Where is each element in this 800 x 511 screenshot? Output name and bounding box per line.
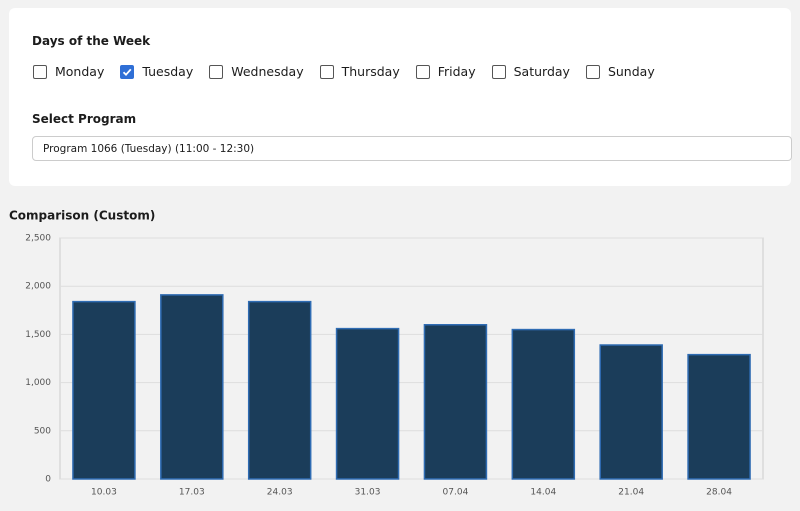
- x-tick-label: 07.04: [443, 488, 469, 498]
- y-tick-label: 1,500: [25, 330, 51, 340]
- day-label: Monday: [55, 64, 105, 79]
- day-label: Wednesday: [231, 64, 304, 79]
- day-option[interactable]: Tuesday: [120, 64, 193, 79]
- y-tick-label: 1,000: [25, 378, 51, 388]
- x-tick-label: 10.03: [91, 488, 117, 498]
- bar: [511, 328, 576, 480]
- program-label: Select Program: [32, 112, 137, 126]
- chart: Comparison (Custom) 0 500 1,000 1,500 2,000 2…: [9, 209, 764, 498]
- checkbox[interactable]: [209, 64, 224, 79]
- checkbox[interactable]: [319, 64, 334, 79]
- day-option[interactable]: Thursday: [319, 64, 400, 79]
- bar: [687, 353, 751, 480]
- bar: [423, 324, 488, 480]
- days-title: Days of the Week: [32, 34, 151, 48]
- checkbox[interactable]: [491, 64, 506, 79]
- day-option[interactable]: Sunday: [585, 64, 655, 79]
- x-tick-label: 17.03: [179, 488, 205, 498]
- bar: [335, 327, 400, 480]
- checkbox[interactable]: [33, 64, 47, 79]
- program-select[interactable]: Program 1066 (Tuesday) (11:00 - 12:30): [32, 136, 792, 161]
- y-tick-label: 2,500: [25, 234, 51, 244]
- bar: [160, 294, 224, 480]
- day-label: Sunday: [607, 64, 655, 79]
- day-option[interactable]: Friday: [415, 64, 476, 79]
- y-tick-label: 2,000: [25, 282, 51, 292]
- filter-card: Days of the Week Monday Tuesday Wednesday T…: [9, 8, 792, 186]
- chart-title: Comparison (Custom): [9, 209, 155, 223]
- x-tick-label: 28.04: [706, 488, 732, 498]
- x-tick-label: 21.04: [618, 488, 644, 498]
- checkbox[interactable]: [120, 64, 135, 79]
- bar: [599, 344, 663, 480]
- bar: [72, 300, 136, 480]
- days-group: Monday Tuesday Wednesday Thursday Friday Satu…: [33, 64, 671, 79]
- x-tick-label: 24.03: [267, 488, 293, 498]
- bar: [247, 300, 312, 480]
- check-mark: [123, 68, 132, 76]
- x-tick-label: 14.04: [530, 488, 556, 498]
- y-tick-label: 500: [34, 426, 51, 436]
- x-tick-label: 31.03: [355, 488, 381, 498]
- day-option[interactable]: Wednesday: [209, 64, 304, 79]
- checkbox[interactable]: [585, 64, 600, 79]
- day-label: Friday: [437, 64, 476, 79]
- day-option[interactable]: Saturday: [491, 64, 570, 79]
- day-option[interactable]: Monday: [33, 64, 104, 79]
- y-tick-label: 0: [45, 475, 51, 485]
- day-label: Thursday: [341, 64, 400, 79]
- day-label: Saturday: [513, 64, 570, 79]
- checkbox[interactable]: [415, 64, 430, 79]
- day-label: Tuesday: [142, 64, 194, 79]
